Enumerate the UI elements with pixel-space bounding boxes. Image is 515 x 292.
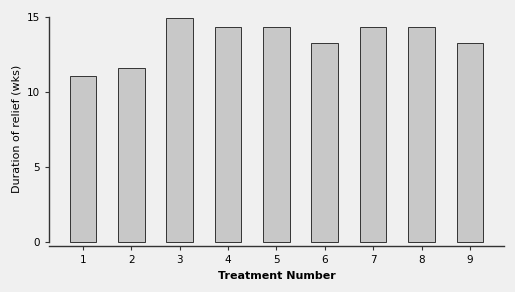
Bar — [70, 76, 96, 242]
Bar — [408, 27, 435, 242]
Bar — [457, 43, 483, 242]
Bar — [312, 43, 338, 242]
Bar — [263, 27, 290, 242]
Bar — [118, 68, 145, 242]
Bar — [166, 18, 193, 242]
Bar — [360, 27, 386, 242]
Bar — [215, 27, 242, 242]
Y-axis label: Duration of relief (wks): Duration of relief (wks) — [11, 65, 21, 193]
X-axis label: Treatment Number: Treatment Number — [217, 271, 335, 281]
